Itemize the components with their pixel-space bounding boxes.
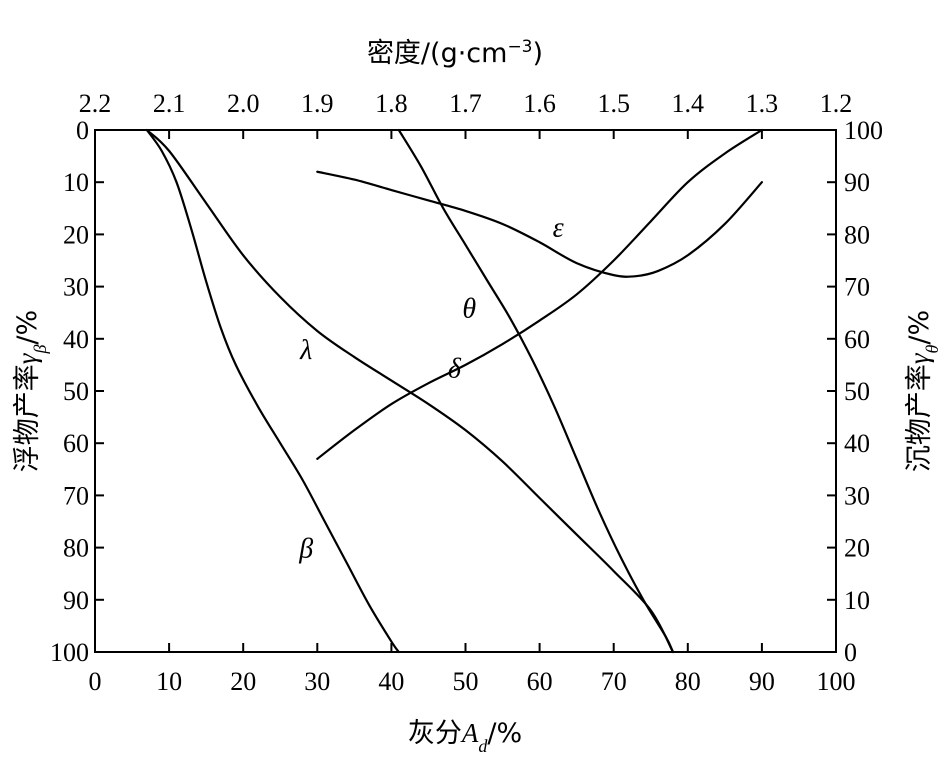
left-tick-label: 70 (63, 481, 89, 510)
curve-beta (145, 128, 400, 654)
top-tick-label: 1.4 (672, 89, 705, 118)
curve-label-epsilon: ε (553, 213, 564, 244)
left-tick-label: 30 (63, 273, 89, 302)
curve-label-theta: θ (462, 293, 476, 324)
left-tick-label: 60 (63, 429, 89, 458)
plot-frame (94, 129, 837, 653)
left-tick-label: 10 (63, 168, 89, 197)
left-tick-label: 0 (76, 116, 89, 145)
left-tick-label: 100 (50, 638, 89, 667)
top-tick-label: 1.5 (597, 89, 630, 118)
right-tick-label: 70 (844, 273, 870, 302)
right-tick-label: 100 (844, 116, 883, 145)
curve-lambda (145, 128, 675, 654)
bottom-tick-label: 100 (817, 667, 856, 696)
bottom-axis-title: 灰分Ad/% (408, 718, 522, 756)
right-tick-label: 90 (844, 168, 870, 197)
left-tick-label: 20 (63, 220, 89, 249)
right-tick-label: 60 (844, 325, 870, 354)
bottom-tick-label: 30 (304, 667, 330, 696)
right-tick-label: 30 (844, 481, 870, 510)
right-axis-title: 沉物产率γθ/% (904, 310, 942, 472)
left-tick-label: 50 (63, 377, 89, 406)
bottom-tick-label: 50 (453, 667, 479, 696)
bottom-tick-label: 60 (527, 667, 553, 696)
left-tick-label: 90 (63, 586, 89, 615)
right-tick-label: 50 (844, 377, 870, 406)
right-tick-label: 10 (844, 586, 870, 615)
curve-epsilon (316, 170, 763, 278)
top-tick-label: 2.0 (227, 89, 260, 118)
right-tick-label: 0 (844, 638, 857, 667)
bottom-tick-label: 70 (601, 667, 627, 696)
curve-label-lambda: λ (299, 335, 312, 366)
top-axis-title: 密度/(g·cm−3) (367, 37, 543, 69)
top-tick-label: 1.8 (375, 89, 408, 118)
top-tick-label: 2.2 (79, 89, 112, 118)
curve-delta (316, 128, 763, 460)
right-tick-label: 20 (844, 534, 870, 563)
curve-label-beta: β (298, 534, 313, 565)
curve-theta (397, 128, 675, 654)
bottom-tick-label: 90 (749, 667, 775, 696)
bottom-tick-label: 20 (230, 667, 256, 696)
top-tick-label: 1.2 (820, 89, 853, 118)
top-tick-label: 1.6 (523, 89, 556, 118)
bottom-tick-label: 40 (378, 667, 404, 696)
bottom-tick-label: 0 (89, 667, 102, 696)
bottom-tick-label: 10 (156, 667, 182, 696)
left-tick-label: 80 (63, 534, 89, 563)
top-tick-label: 1.3 (746, 89, 779, 118)
top-tick-label: 1.9 (301, 89, 334, 118)
right-tick-label: 80 (844, 220, 870, 249)
curve-label-delta: δ (448, 354, 462, 385)
top-tick-label: 2.1 (153, 89, 186, 118)
left-tick-label: 40 (63, 325, 89, 354)
bottom-tick-label: 80 (675, 667, 701, 696)
right-tick-label: 40 (844, 429, 870, 458)
left-axis-title: 浮物产率γβ/% (12, 310, 50, 472)
top-tick-label: 1.7 (449, 89, 482, 118)
